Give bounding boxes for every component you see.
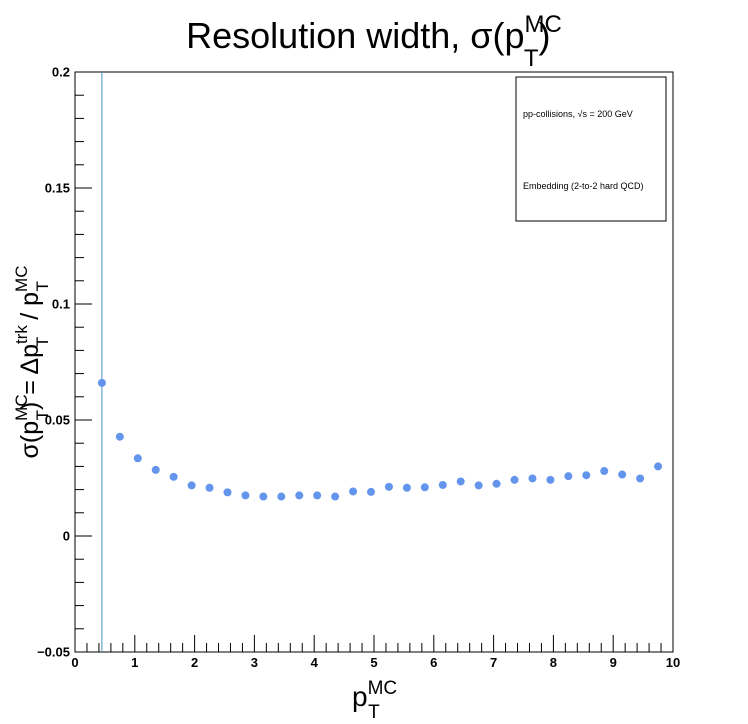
data-series: [97, 378, 663, 501]
x-tick-label: 6: [430, 655, 437, 670]
y-tick-label: 0.05: [45, 413, 70, 428]
data-point: [241, 491, 250, 500]
x-tick-label: 0: [71, 655, 78, 670]
x-tick-label: 4: [311, 655, 319, 670]
data-point: [187, 481, 196, 490]
data-point: [367, 487, 376, 496]
data-point: [582, 471, 591, 480]
x-tick-label: 8: [550, 655, 557, 670]
data-point: [331, 492, 340, 501]
y-tick-label: −0.05: [37, 645, 70, 660]
legend: pp-collisions, √s = 200 GeV Embedding (2…: [515, 76, 667, 222]
data-point: [349, 487, 358, 496]
data-point: [169, 472, 178, 481]
chart-title: Resolution width, σ(pMC T): [186, 11, 562, 72]
data-point: [133, 454, 142, 463]
data-point: [438, 480, 447, 489]
data-point: [510, 475, 519, 484]
y-tick-label: 0: [63, 529, 70, 544]
y-tick-label: 0.1: [52, 297, 70, 312]
data-point: [402, 483, 411, 492]
data-point: [636, 474, 645, 483]
y-tick-label: 0.15: [45, 181, 70, 196]
data-point: [384, 482, 393, 491]
x-tick-label: 10: [666, 655, 680, 670]
x-tick-label: 5: [370, 655, 377, 670]
data-point: [528, 474, 537, 483]
x-tick-label: 3: [251, 655, 258, 670]
data-point: [654, 462, 663, 471]
y-tick-label: 0.2: [52, 65, 70, 80]
data-point: [205, 483, 214, 492]
data-point: [420, 483, 429, 492]
data-point: [223, 488, 232, 497]
data-point: [564, 472, 573, 481]
data-point: [546, 475, 555, 484]
x-tick-label: 7: [490, 655, 497, 670]
data-point: [115, 432, 124, 441]
data-point: [474, 481, 483, 490]
data-point: [492, 479, 501, 488]
y-axis-label: σ(pMC T) = Δptrk T / pMC T: [12, 265, 52, 458]
data-point: [313, 491, 322, 500]
y-axis: −0.05 0 0.05 0.1 0.15 0.2: [37, 65, 92, 660]
data-point: [456, 477, 465, 486]
data-point: [277, 492, 286, 501]
x-tick-label: 1: [131, 655, 138, 670]
data-point: [295, 491, 304, 500]
x-axis-label: pMC T: [352, 678, 397, 723]
x-tick-label: 9: [610, 655, 617, 670]
data-point: [600, 467, 609, 476]
legend-entry-collisions: pp-collisions, √s = 200 GeV: [523, 109, 633, 119]
data-point: [259, 492, 268, 501]
legend-entry-embedding: Embedding (2-to-2 hard QCD): [523, 181, 644, 191]
legend-box: [515, 76, 667, 222]
x-axis: 0 1 2 3 4 5 6 7 8 9 10: [71, 635, 680, 670]
data-point: [151, 465, 160, 474]
data-point: [97, 378, 106, 387]
x-tick-label: 2: [191, 655, 198, 670]
data-point: [618, 470, 627, 479]
